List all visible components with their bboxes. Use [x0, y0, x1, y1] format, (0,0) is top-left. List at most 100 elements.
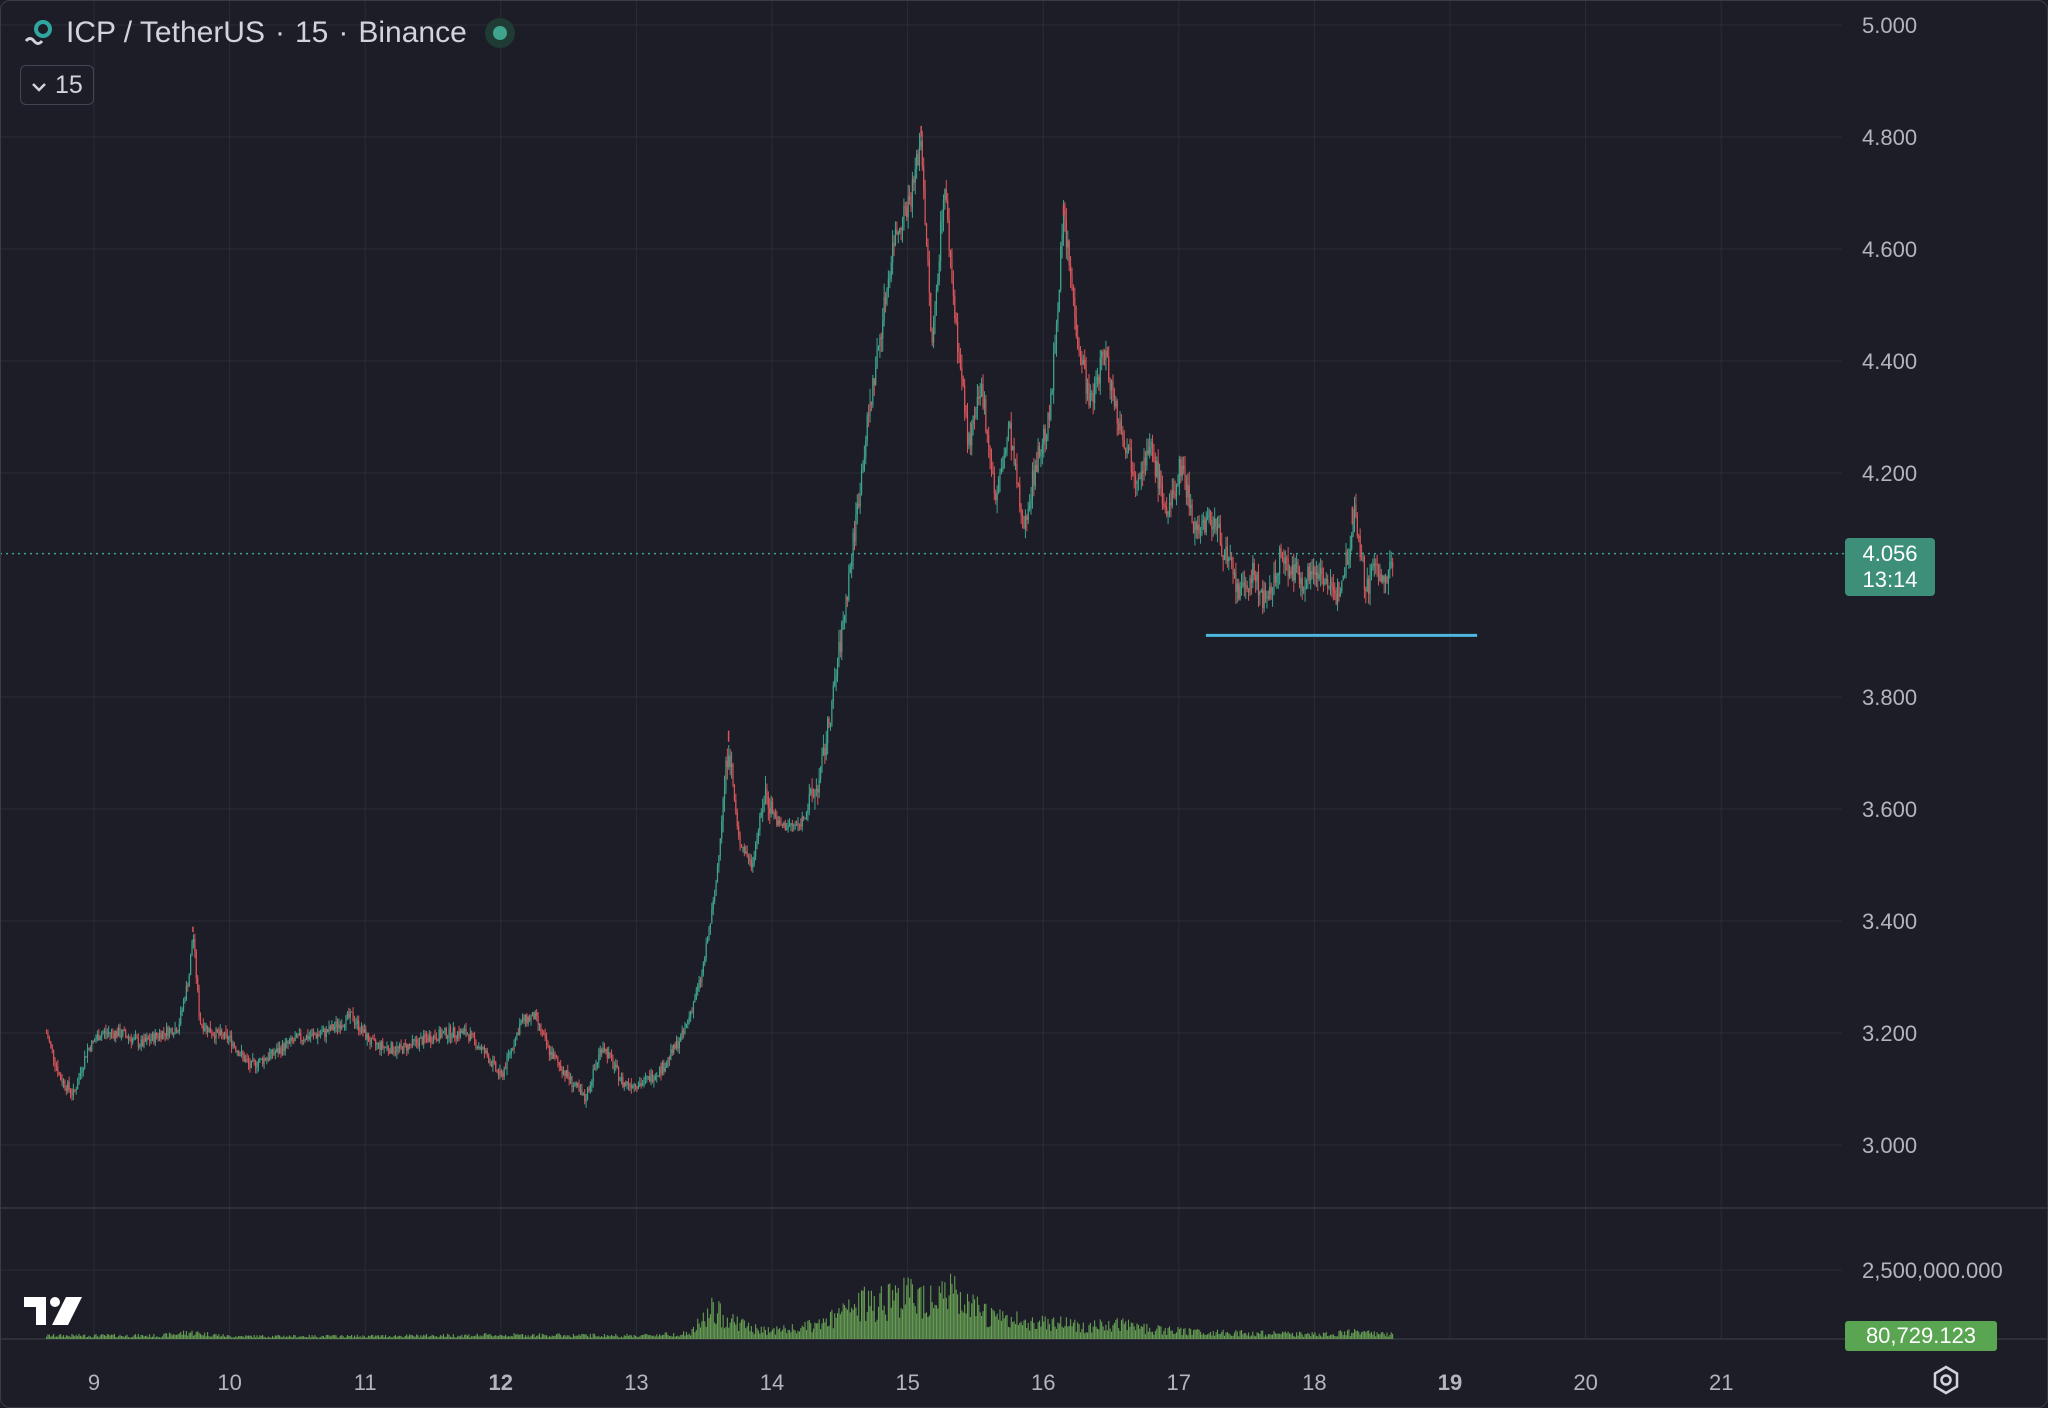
candle-body — [999, 472, 1001, 480]
candle-body — [732, 764, 734, 785]
candle-body — [462, 1030, 464, 1034]
candle-body — [538, 1024, 541, 1026]
candle-body — [469, 1032, 471, 1041]
candle-body — [781, 825, 784, 827]
candle-body — [1020, 508, 1022, 516]
candle-body — [113, 1032, 115, 1039]
candle-body — [911, 179, 914, 207]
candle-body — [1053, 353, 1055, 391]
candle-body — [921, 140, 923, 167]
candle-body — [410, 1044, 412, 1046]
candle-body — [883, 296, 885, 321]
candle-body — [375, 1040, 377, 1045]
candle-body — [1029, 504, 1031, 509]
symbol-legend[interactable]: ICP / TetherUS · 15 · Binance — [22, 16, 515, 50]
candle-body — [482, 1047, 484, 1049]
candle-body — [910, 199, 912, 207]
candle-body — [1366, 578, 1368, 592]
candle-body — [249, 1063, 251, 1068]
candle-body — [472, 1032, 474, 1035]
candle-body — [1342, 576, 1344, 581]
x-tick-label: 15 — [895, 1370, 919, 1395]
candle-body — [466, 1034, 469, 1036]
candle-body — [780, 823, 782, 826]
candle-body — [452, 1027, 454, 1038]
candle-body — [373, 1038, 375, 1041]
candle-body — [384, 1046, 387, 1048]
candle-body — [1345, 552, 1347, 575]
candle-body — [233, 1043, 236, 1047]
candle-body — [1161, 483, 1164, 505]
candle-body — [1132, 471, 1134, 475]
candle-body — [557, 1057, 559, 1063]
candle-body — [496, 1070, 498, 1072]
candle-body — [252, 1059, 254, 1061]
x-tick-label: 17 — [1167, 1370, 1191, 1395]
tradingview-logo-icon[interactable] — [24, 1295, 86, 1327]
candle-body — [505, 1068, 507, 1070]
candle-body — [418, 1038, 421, 1047]
candle-body — [1198, 524, 1200, 534]
candle-body — [579, 1089, 582, 1091]
candle-body — [1033, 470, 1035, 486]
candle-body — [50, 1041, 52, 1046]
candle-body — [731, 764, 733, 767]
candle-body — [1122, 431, 1124, 441]
x-tick-label: 19 — [1438, 1370, 1462, 1395]
candle-body — [256, 1066, 258, 1069]
candle-body — [328, 1026, 330, 1032]
candle-body — [619, 1079, 621, 1081]
candle-body — [451, 1037, 453, 1039]
candle-body — [216, 1028, 219, 1033]
candle-body — [187, 985, 189, 987]
candle-body — [595, 1064, 597, 1070]
candle-body — [930, 293, 932, 331]
price-candles — [45, 125, 1394, 1108]
candle-body — [346, 1013, 349, 1016]
candle-body — [1377, 565, 1380, 582]
y-tick-label: 3.600 — [1862, 797, 1917, 822]
candle-body — [132, 1038, 134, 1043]
candle-body — [267, 1058, 269, 1060]
candle-body — [609, 1052, 611, 1055]
candle-body — [1386, 576, 1388, 584]
candle-body — [1060, 245, 1062, 290]
interval-dropdown[interactable]: 15 — [20, 65, 94, 105]
candle-body — [223, 1031, 226, 1038]
candle-body — [120, 1035, 123, 1037]
candle-body — [129, 1037, 131, 1039]
candle-body — [294, 1037, 296, 1042]
candle-body — [644, 1078, 647, 1080]
candle-body — [254, 1061, 257, 1069]
candle-body — [1037, 446, 1039, 472]
candle-body — [1365, 589, 1367, 592]
candle-body — [257, 1062, 260, 1067]
candle-body — [1157, 461, 1159, 489]
candle-body — [393, 1052, 395, 1054]
candle-body — [797, 823, 799, 826]
candle-body — [670, 1049, 672, 1060]
candle-body — [181, 1008, 183, 1011]
candle-body — [174, 1028, 176, 1034]
settings-icon[interactable] — [1930, 1364, 1962, 1396]
candle-body — [1238, 583, 1240, 600]
candle-body — [719, 838, 721, 856]
candle-body — [983, 399, 986, 408]
candle-body — [192, 938, 195, 944]
candle-body — [622, 1077, 624, 1087]
candle-body — [212, 1034, 214, 1036]
candle-body — [917, 153, 919, 166]
candle-body — [1270, 586, 1272, 594]
candle-body — [1199, 533, 1202, 535]
candle-body — [507, 1054, 510, 1056]
candle-body — [993, 473, 995, 494]
candle-body — [184, 999, 186, 1001]
candle-body — [705, 942, 707, 958]
candle-body — [382, 1041, 384, 1048]
candle-body — [307, 1035, 309, 1039]
candle-body — [483, 1047, 486, 1053]
candle-body — [352, 1012, 354, 1021]
candle-body — [438, 1029, 440, 1041]
candle-body — [1094, 383, 1096, 403]
